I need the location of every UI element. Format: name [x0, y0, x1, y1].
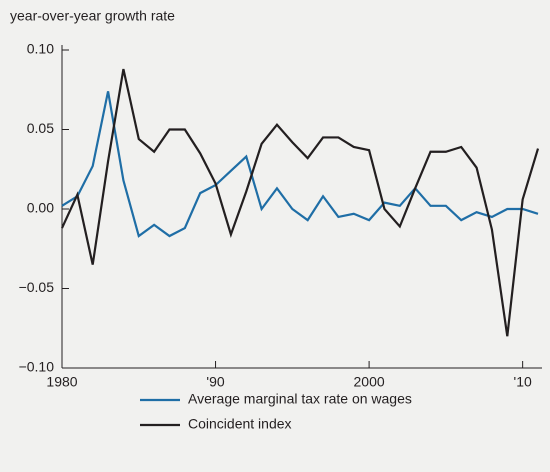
y-tick-label: 0.05 — [27, 120, 54, 136]
y-tick-label: 0.10 — [27, 41, 54, 57]
y-axis-label: year-over-year growth rate — [10, 8, 175, 24]
series-line — [61, 68, 540, 337]
y-tick-label: −0.10 — [19, 359, 55, 375]
x-tick-label: '90 — [206, 374, 224, 390]
y-tick-label: −0.05 — [19, 279, 55, 295]
x-tick-label: 1980 — [46, 374, 77, 390]
x-tick-label: '10 — [514, 374, 532, 390]
series-line — [61, 91, 539, 238]
y-tick-label: 0.00 — [27, 200, 54, 216]
x-tick-label: 2000 — [354, 374, 385, 390]
legend-label: Average marginal tax rate on wages — [188, 391, 412, 407]
legend-label: Coincident index — [188, 416, 292, 432]
